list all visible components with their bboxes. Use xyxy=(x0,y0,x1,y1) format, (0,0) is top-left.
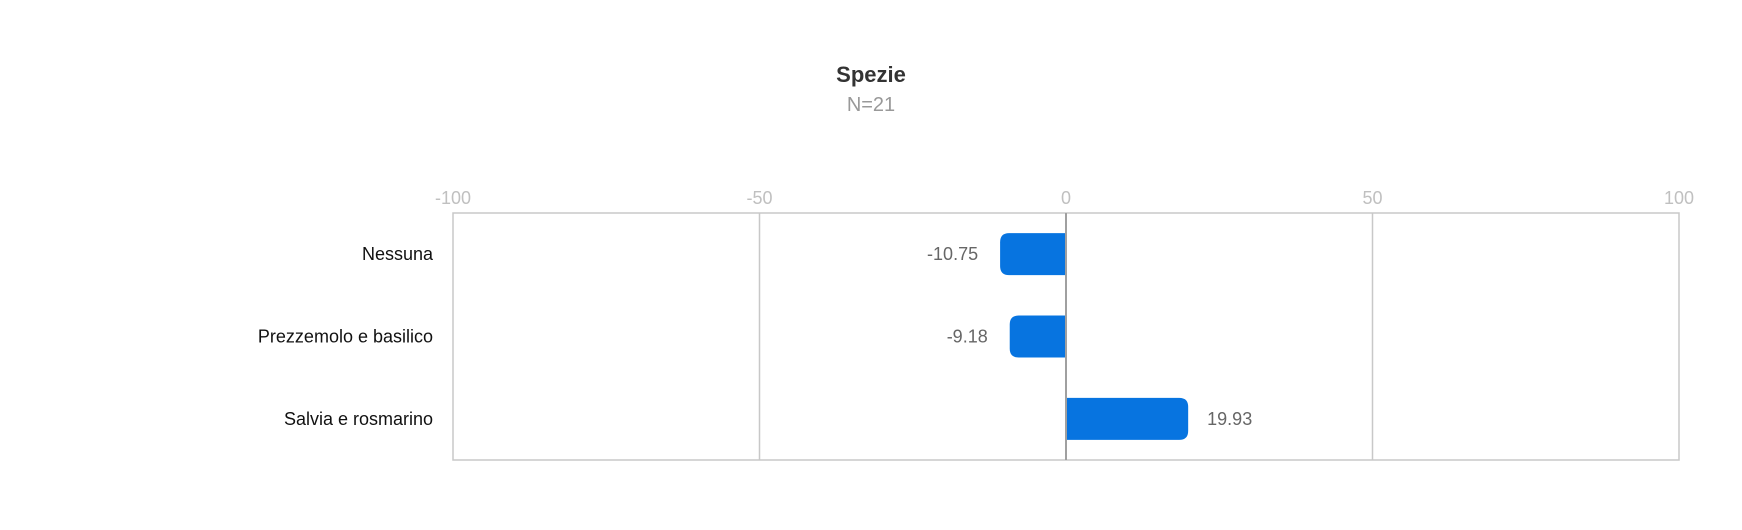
data-label: 19.93 xyxy=(1207,409,1252,429)
data-label: -10.75 xyxy=(927,244,978,264)
x-tick-label: -50 xyxy=(746,188,772,208)
gridlines xyxy=(758,213,1374,460)
x-tick-label: 0 xyxy=(1061,188,1071,208)
bar xyxy=(1000,233,1066,276)
x-axis-ticks: -100 -50 0 50 100 xyxy=(435,188,1694,208)
chart-title: Spezie xyxy=(836,62,906,87)
x-tick-label: 50 xyxy=(1362,188,1382,208)
data-labels: -10.75 -9.18 19.93 xyxy=(927,244,1252,429)
bar xyxy=(1066,397,1189,440)
bar xyxy=(1009,315,1066,358)
chart-subtitle: N=21 xyxy=(847,94,895,116)
category-label: Salvia e rosmarino xyxy=(284,409,433,429)
bars xyxy=(1000,233,1189,440)
data-label: -9.18 xyxy=(947,327,988,347)
category-label: Prezzemolo e basilico xyxy=(258,327,433,347)
x-tick-label: -100 xyxy=(435,188,471,208)
category-label: Nessuna xyxy=(362,244,434,264)
x-tick-label: 100 xyxy=(1664,188,1694,208)
category-labels: Nessuna Prezzemolo e basilico Salvia e ros… xyxy=(258,244,434,429)
